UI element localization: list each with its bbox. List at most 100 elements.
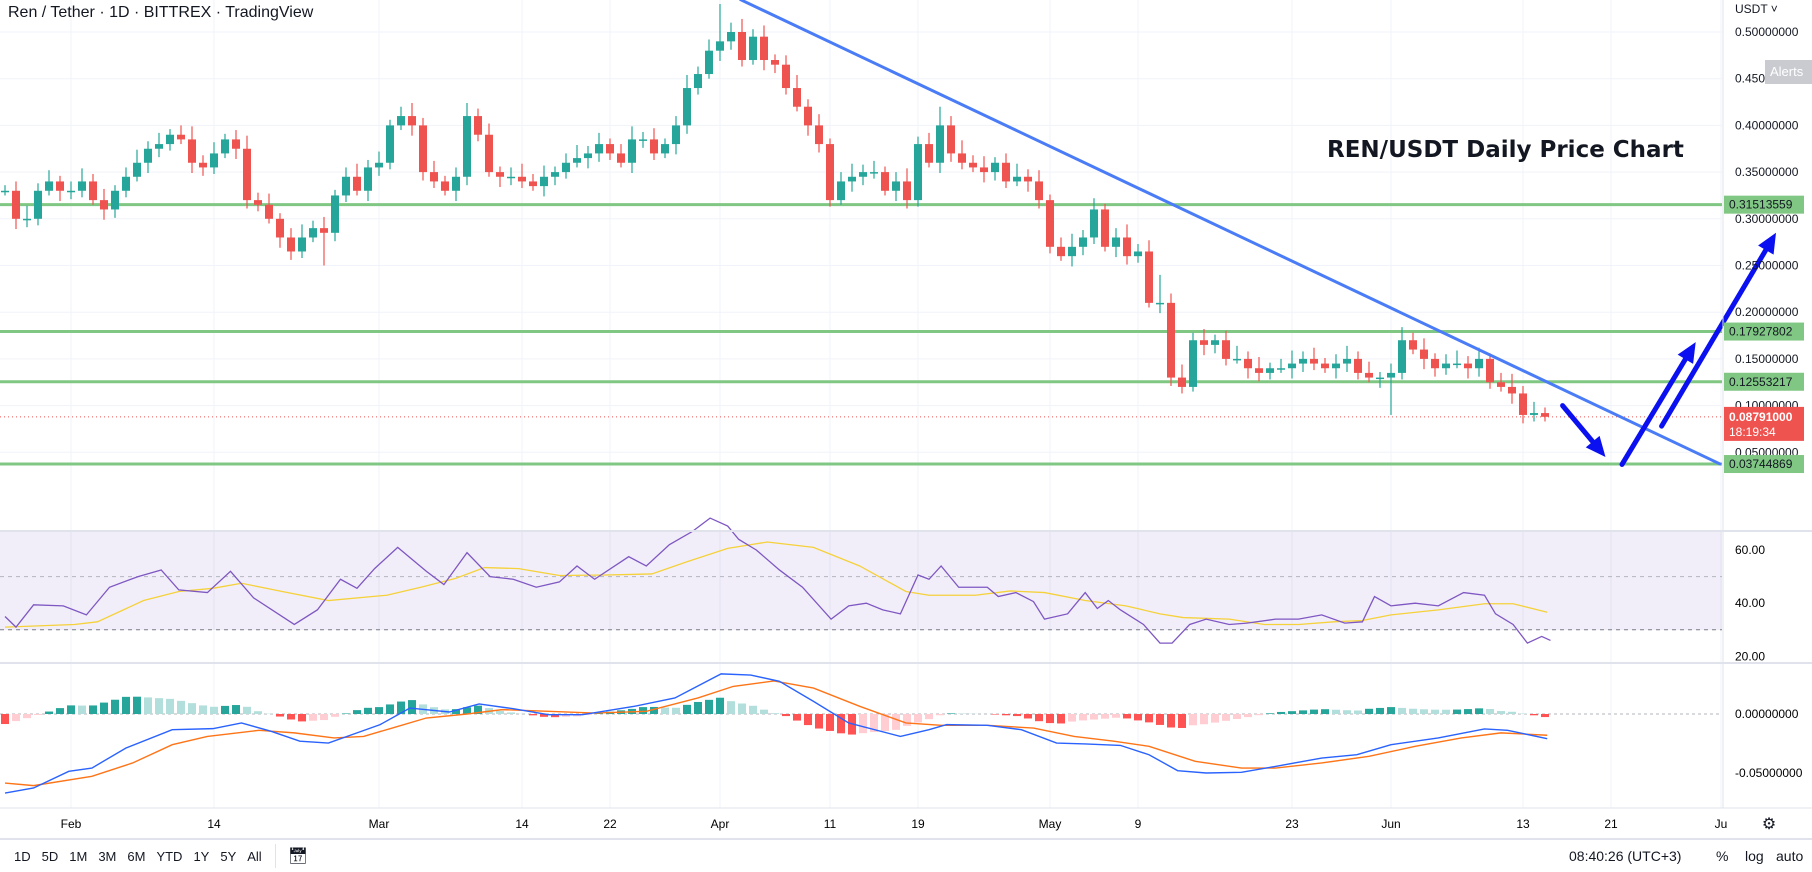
candle-body [815, 125, 823, 145]
candle-body [1343, 358, 1351, 364]
candle-body [727, 32, 735, 42]
candle [738, 18, 746, 67]
candle [232, 130, 240, 160]
macd-histogram-bar [177, 700, 185, 714]
candle-body [694, 74, 702, 89]
candle [562, 153, 570, 179]
range-all[interactable]: All [247, 848, 262, 864]
candle [199, 155, 207, 176]
candle [1068, 233, 1076, 267]
macd-histogram-bar [1068, 714, 1076, 722]
rsi-line [4, 517, 1551, 644]
candle-body [1299, 358, 1307, 364]
calendar-range-icon[interactable]: 📅︎ [287, 848, 309, 865]
range-1y[interactable]: 1Y [193, 848, 210, 864]
candle-body [518, 176, 526, 182]
macd-signal-line [4, 680, 1548, 787]
macd-histogram-bar [1332, 709, 1340, 714]
macd-histogram-bar [1, 714, 9, 725]
candle-body [1189, 340, 1197, 387]
macd-histogram-bar [1178, 714, 1186, 728]
macd-histogram-bar [1057, 714, 1065, 724]
percent-toggle[interactable]: % [1716, 848, 1729, 864]
candle-body [991, 162, 999, 173]
candle [78, 168, 86, 198]
candle [903, 168, 911, 209]
currency-selector[interactable]: USDT ˅ [1735, 2, 1778, 16]
clock[interactable]: 08:40:26 (UTC+3) [1569, 848, 1682, 864]
symbol-header[interactable]: Ren / Tether · 1D · BITTREX · TradingVie… [8, 4, 314, 21]
candle-body [738, 32, 746, 61]
drawings[interactable] [739, 0, 1776, 467]
candle [1541, 407, 1549, 422]
candle-body [375, 162, 383, 168]
macd-histogram-bar [826, 714, 834, 731]
candle-body [1365, 372, 1373, 378]
alerts-button[interactable]: Alerts [1765, 60, 1812, 84]
macd-axis-label: 0.00000000 [1735, 707, 1799, 721]
log-toggle[interactable]: log [1745, 848, 1764, 864]
chart-title-annotation[interactable]: REN/USDT Daily Price Chart [1327, 137, 1684, 163]
macd-histogram-bar [716, 697, 724, 714]
candle [518, 163, 526, 188]
candle [793, 74, 801, 112]
candle-body [254, 200, 262, 205]
candle-body [947, 125, 955, 154]
gear-icon[interactable]: ⚙ [1762, 816, 1776, 833]
axes[interactable]: 0.500000000.450000000.400000000.35000000… [61, 25, 1804, 833]
macd-histogram-bar [1233, 714, 1241, 719]
macd-histogram-bar [67, 705, 75, 714]
candle [551, 166, 559, 186]
range-3m[interactable]: 3M [98, 848, 117, 864]
candle-body [1387, 372, 1395, 378]
candle [639, 131, 647, 148]
time-axis-label: May [1039, 817, 1062, 831]
candle [573, 145, 581, 168]
candle-body [1167, 302, 1175, 378]
candle-body [1519, 393, 1527, 415]
candle-body [56, 181, 64, 191]
price-axis-label: 0.40000000 [1735, 118, 1799, 132]
range-5d[interactable]: 5D [41, 848, 59, 864]
range-1d[interactable]: 1D [14, 848, 31, 864]
range-5y[interactable]: 5Y [220, 848, 237, 864]
rsi-ma-line [4, 541, 1548, 628]
macd-histogram-bar [144, 697, 152, 714]
range-6m[interactable]: 6M [127, 848, 146, 864]
candle [936, 106, 944, 174]
time-axis-label: 23 [1285, 817, 1299, 831]
candle-body [133, 162, 141, 177]
time-axis-label: 19 [911, 817, 925, 831]
candle-body [188, 139, 196, 163]
macd-histogram-bar [1387, 707, 1395, 714]
candle [1200, 329, 1208, 356]
candle-body [1145, 251, 1153, 303]
macd-histogram-bar [1497, 711, 1505, 714]
macd-histogram-bar [474, 705, 482, 714]
macd-histogram-bar [1541, 714, 1549, 718]
range-ytd[interactable]: YTD [156, 848, 183, 864]
auto-toggle[interactable]: auto [1776, 848, 1804, 864]
macd-histogram-bar [1365, 708, 1373, 714]
time-axis-label: 9 [1135, 817, 1142, 831]
macd-histogram-bar [1200, 714, 1208, 725]
candle [749, 29, 757, 65]
candle-body [1409, 340, 1417, 350]
candle [166, 129, 174, 151]
macd-histogram-bar [936, 714, 944, 716]
price-axis-label: 0.15000000 [1735, 352, 1799, 366]
candle-body [661, 144, 669, 154]
support-resistance-lines[interactable] [0, 203, 1722, 466]
range-1m[interactable]: 1M [69, 848, 88, 864]
candle [1354, 351, 1362, 380]
candle [67, 181, 75, 200]
candle [485, 123, 493, 177]
candle-body [837, 181, 845, 201]
candle [342, 167, 350, 202]
candle [177, 125, 185, 145]
macd-histogram-bar [694, 701, 702, 714]
candle [1123, 224, 1131, 265]
candle-body [122, 176, 130, 191]
macd-histogram-bar [1464, 709, 1472, 714]
